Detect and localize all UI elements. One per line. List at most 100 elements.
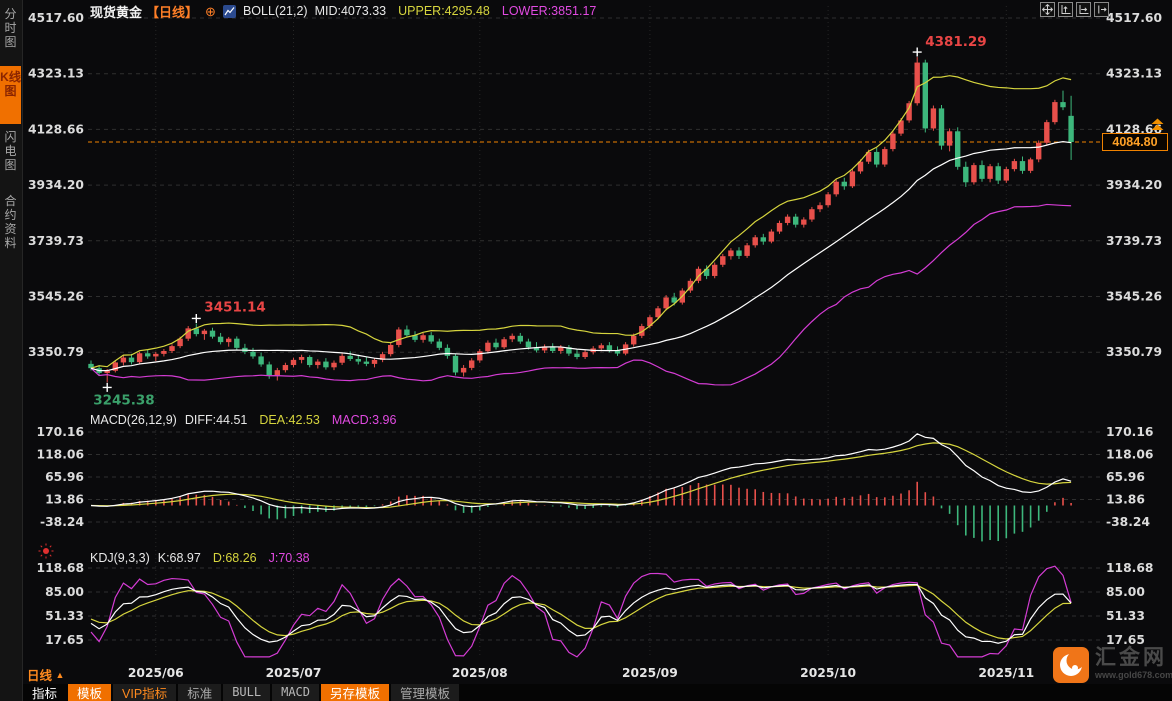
alert-dot-icon[interactable]: [38, 543, 54, 564]
boll-lower-line: [90, 203, 1072, 386]
toolbar-button[interactable]: VIP指标: [113, 683, 177, 701]
jump-to-latest-icon[interactable]: [1094, 2, 1109, 17]
candle-body: [1003, 169, 1009, 181]
x-axis-label: 2025/10: [800, 666, 856, 680]
candle-body: [307, 357, 313, 366]
candle-body: [760, 237, 766, 242]
period-selector[interactable]: 日线 ▲: [27, 665, 64, 684]
macd-y-axis-label: -38.24: [40, 515, 84, 529]
candle-body: [104, 370, 110, 374]
candle-body: [266, 364, 272, 376]
kdj-j-value: J:70.38: [268, 551, 310, 565]
candle-body: [420, 335, 426, 340]
bottom-toolbar: 指标 模板 VIP指标 标准 BULL MACD 另存模板 管理模板: [23, 683, 461, 701]
main-y-axis-label: 4128.66: [1106, 122, 1162, 136]
candle-body: [971, 165, 977, 183]
candle-body: [290, 359, 297, 366]
kdj-pane-header: KDJ(9,3,3) K:68.97 D:68.26 J:70.38: [90, 551, 310, 565]
candle-body: [282, 365, 289, 371]
toolbar-button[interactable]: 标准: [178, 683, 222, 701]
extreme-marker-icon: [191, 313, 201, 323]
candle-body: [922, 62, 928, 129]
sidebar: 分时图 K线图闪电图合约资料: [0, 0, 23, 701]
candle-body: [841, 181, 847, 187]
candle-body: [671, 297, 677, 303]
candle-body: [1019, 161, 1026, 171]
candle-body: [388, 344, 394, 355]
indicator-chart-icon[interactable]: [222, 4, 236, 18]
toolbar-button[interactable]: MACD: [272, 683, 320, 701]
candle-body: [687, 280, 694, 291]
macd-y-axis-label: 65.96: [45, 470, 84, 484]
chevron-up-icon: ▲: [55, 670, 65, 680]
candle-body: [477, 351, 483, 361]
x-axis-label: 2025/07: [266, 666, 322, 680]
toolbar-button[interactable]: 模板: [68, 683, 112, 701]
candle-body: [169, 346, 175, 351]
boll-lower-value: LOWER:3851.17: [501, 4, 597, 18]
candle-body: [784, 216, 791, 223]
symbol-title: 现货黄金: [90, 4, 143, 20]
kdj-y-axis-label: 17.65: [45, 633, 84, 647]
kdj-d-line: [90, 584, 1072, 640]
pan-icon[interactable]: [1040, 2, 1055, 17]
candle-body: [217, 336, 224, 343]
macd-title: MACD(26,12,9): [90, 413, 177, 427]
candle-body: [1036, 142, 1042, 160]
toolbar-button[interactable]: 指标: [32, 686, 58, 701]
candle-body: [347, 355, 353, 360]
candle-body: [639, 326, 645, 336]
candle-body: [226, 338, 232, 343]
candle-body: [363, 361, 370, 364]
sidebar-tab[interactable]: 合约资料: [4, 194, 17, 250]
main-y-axis-label: 3934.20: [1106, 178, 1162, 192]
candle-body: [533, 347, 540, 351]
toolbar-button[interactable]: BULL: [223, 683, 271, 701]
candle-body: [857, 161, 864, 172]
macd-y-axis-label: 170.16: [1106, 425, 1153, 439]
kdj-k-line: [90, 583, 1072, 644]
candle-body: [469, 360, 475, 368]
candle-body: [1068, 115, 1074, 142]
brand-watermark: 汇金网 www.gold678.com: [1053, 647, 1172, 688]
extreme-marker-icon: [102, 382, 112, 392]
main-y-axis-label: 3739.73: [28, 234, 84, 248]
main-y-axis-label: 3545.26: [28, 289, 84, 303]
add-compare-icon[interactable]: ⊕: [205, 3, 216, 19]
candle-body: [323, 361, 329, 368]
swing-low-annotation: 3245.38: [93, 392, 155, 408]
high-price-annotation: 4381.29: [925, 34, 987, 50]
sidebar-tab[interactable]: K线图: [0, 66, 21, 124]
y-axis-scale-icon[interactable]: [1058, 2, 1073, 17]
sidebar-tab[interactable]: 分时图: [4, 7, 17, 49]
main-y-axis-label: 3350.79: [1106, 345, 1162, 359]
candle-body: [185, 328, 191, 339]
candle-body: [744, 245, 750, 256]
candle-body: [274, 370, 280, 376]
window-buttons: [1040, 2, 1109, 17]
toolbar-button[interactable]: 管理模板: [391, 683, 460, 701]
candle-body: [371, 359, 378, 364]
candle-body: [906, 103, 912, 121]
main-y-axis-label: 4323.13: [28, 67, 84, 81]
candle-body: [720, 256, 726, 265]
toolbar-button[interactable]: 另存模板: [321, 683, 390, 701]
candle-body: [728, 250, 734, 257]
chart-canvas[interactable]: 4517.60 4517.60 4323.13 4323.13 4128.66 4128.…: [0, 0, 1172, 684]
chart-header: 现货黄金 【日线】 ⊕ BOLL(21,2) MID:4073.33 UPPER…: [90, 3, 597, 20]
candle-body: [776, 222, 783, 232]
candle-body: [938, 108, 945, 146]
candle-body: [963, 166, 969, 183]
candle-body: [614, 350, 621, 354]
candle-body: [809, 209, 815, 220]
kdj-d-value: D:68.26: [212, 551, 257, 565]
x-axis-scale-icon[interactable]: [1076, 2, 1091, 17]
main-y-axis-label: 3545.26: [1106, 289, 1162, 303]
period-selector-label: 日线: [27, 669, 53, 683]
candle-body: [946, 131, 953, 146]
macd-y-axis-label: 65.96: [1106, 470, 1145, 484]
sidebar-tab[interactable]: 闪电图: [4, 130, 17, 172]
main-y-axis-label: 3934.20: [28, 178, 84, 192]
x-axis-label: 2025/08: [452, 666, 508, 680]
candle-body: [882, 149, 888, 165]
